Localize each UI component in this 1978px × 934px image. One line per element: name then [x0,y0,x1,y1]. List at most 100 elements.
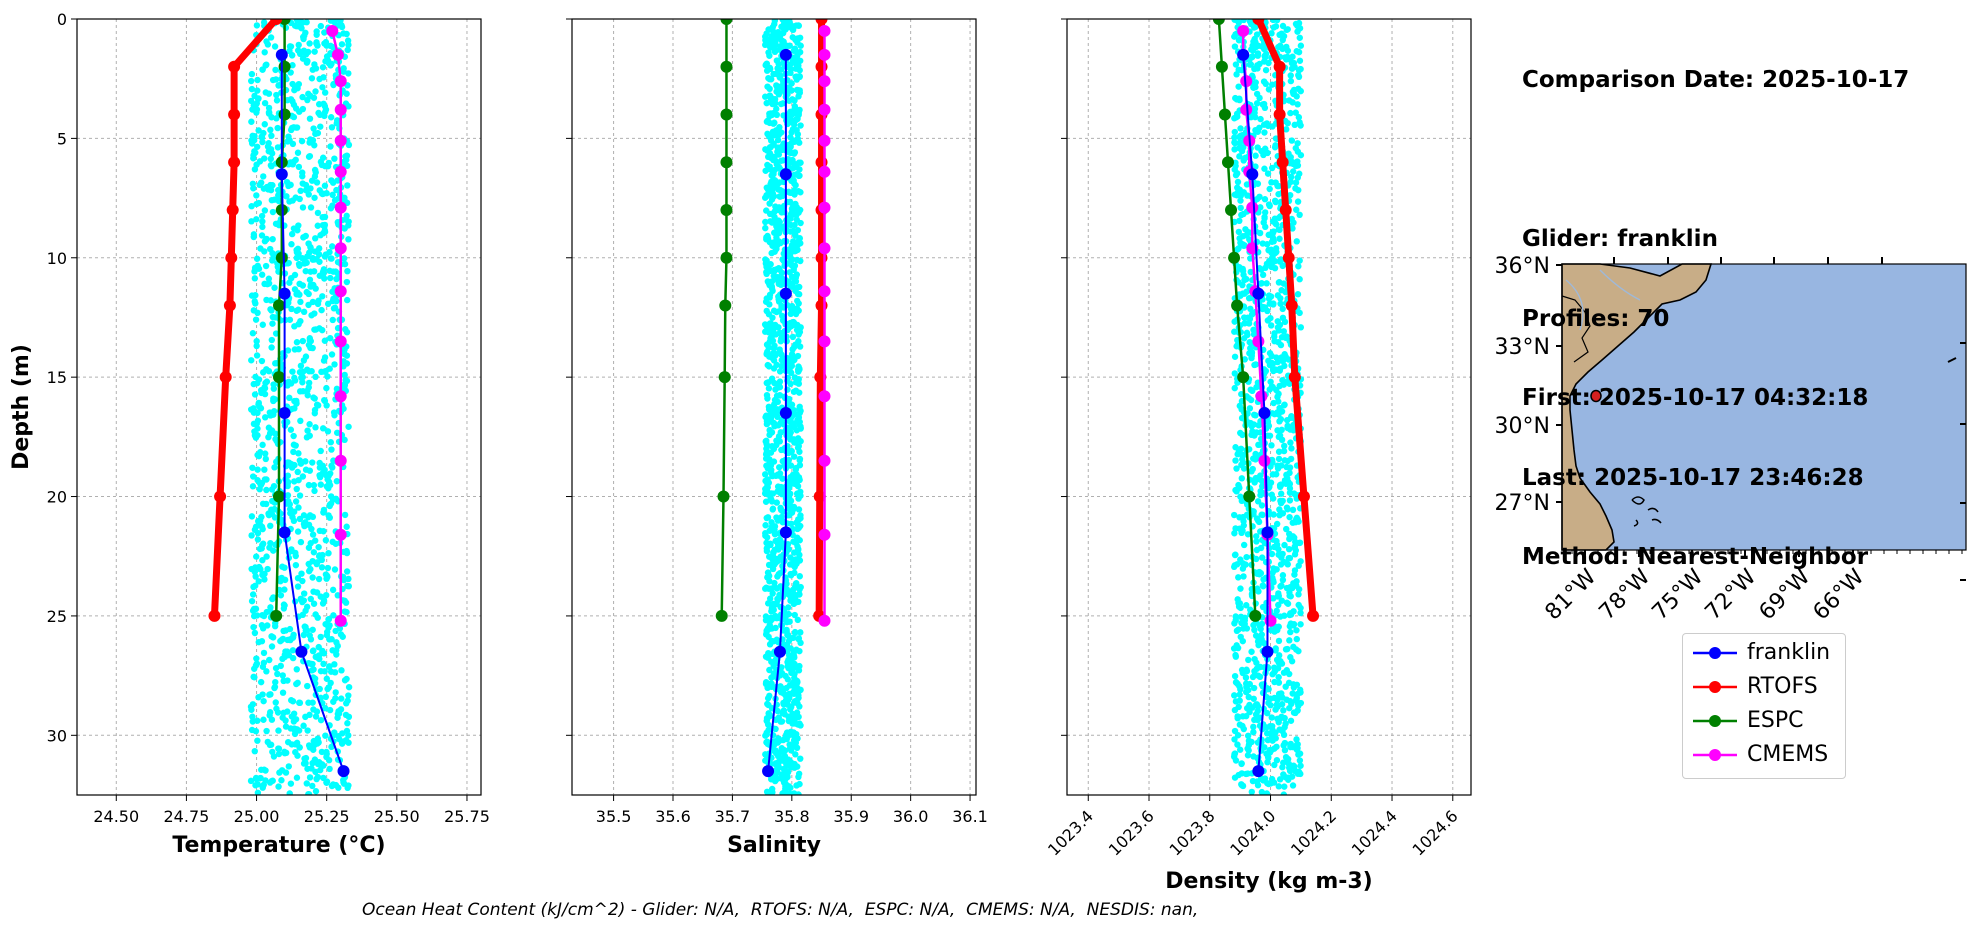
scatter-point [267,412,274,419]
series-point-cmems [326,24,339,37]
scatter-point [1251,716,1258,724]
scatter-point [299,105,307,113]
series-line-espc [1217,19,1257,616]
scatter-point [284,738,292,746]
scatter-point [792,751,799,758]
scatter-point [272,220,280,227]
scatter-point [786,269,793,276]
scatter-point [315,245,323,252]
scatter-point [275,197,282,204]
scatter-point [249,713,256,720]
scatter-point [314,209,322,217]
scatter-point [248,357,255,364]
scatter-point [780,754,787,761]
scatter-point [249,701,257,708]
scatter-point [777,157,785,164]
scatter-point [764,484,771,491]
scatter-point [324,428,332,435]
scatter-point [305,790,312,795]
scatter-point [312,424,319,431]
scatter-point [251,275,259,282]
scatter-point [1295,67,1303,74]
scatter-point [763,341,771,348]
scatter-point [1283,463,1290,471]
scatter-point [1254,65,1261,72]
scatter-point [790,737,798,744]
scatter-point [797,122,804,129]
scatter-point [1290,622,1297,629]
scatter-point [313,401,321,408]
scatter-point [260,173,267,180]
scatter-point [1289,506,1297,514]
scatter-point [345,70,352,77]
scatter-point [289,161,296,168]
scatter-point [780,38,787,45]
scatter-point [295,727,303,734]
scatter-point [1244,531,1252,538]
scatter-point [324,57,332,64]
scatter-point [322,251,330,258]
scatter-point [292,194,299,201]
scatter-point [764,514,772,521]
scatter-point [1236,217,1243,225]
scatter-point [311,487,318,495]
scatter-point [271,684,278,692]
series-point-rtofs [1273,60,1286,73]
scatter-point [795,635,802,643]
interpolation-method: Method: Nearest-Neighbor [1522,544,1869,570]
scatter-point [1280,707,1287,714]
scatter-point [764,700,771,708]
scatter-point [1280,280,1287,287]
scatter-point [273,97,281,104]
scatter-point [317,766,324,774]
scatter-point [1278,287,1285,294]
scatter-point [320,100,327,107]
scatter-point [762,522,769,529]
scatter-point [1271,337,1278,345]
series-point-rtofs [1285,299,1298,312]
scatter-point [771,20,778,28]
scatter-point [322,537,330,544]
scatter-point [251,428,258,435]
scatter-point [1297,324,1305,331]
scatter-point [262,777,269,784]
scatter-point [774,136,782,144]
scatter-point [762,751,769,758]
scatter-point [315,643,322,651]
scatter-point [283,178,291,186]
scatter-point [785,637,793,645]
scatter-point [1295,48,1303,56]
scatter-point [791,103,799,110]
scatter-point [267,155,275,163]
scatter-point [314,773,322,781]
series-point-franklin [295,645,308,658]
scatter-point [307,595,314,603]
scatter-point [301,255,308,263]
scatter-point [1268,352,1275,360]
scatter-point [776,383,784,391]
scatter-point [340,576,348,584]
scatter-point [1239,527,1246,534]
scatter-point [321,275,328,282]
scatter-point [259,223,266,231]
scatter-point [768,785,776,793]
scatter-point [797,42,804,49]
scatter-point [1276,321,1284,329]
scatter-point [1238,406,1245,413]
scatter-point [286,790,293,795]
scatter-point [796,67,803,74]
scatter-point [1294,744,1301,752]
series-point-rtofs [1282,251,1295,264]
scatter-point [263,476,270,483]
scatter-point [250,409,258,416]
scatter-point [763,627,770,635]
scatter-point [777,100,785,108]
scatter-point [788,742,795,749]
scatter-point [255,95,262,102]
scatter-point [773,308,780,316]
scatter-point [785,652,793,659]
scatter-point [340,65,347,72]
series-point-cmems [334,103,347,116]
scatter-point [268,486,276,493]
scatter-point [322,106,330,113]
